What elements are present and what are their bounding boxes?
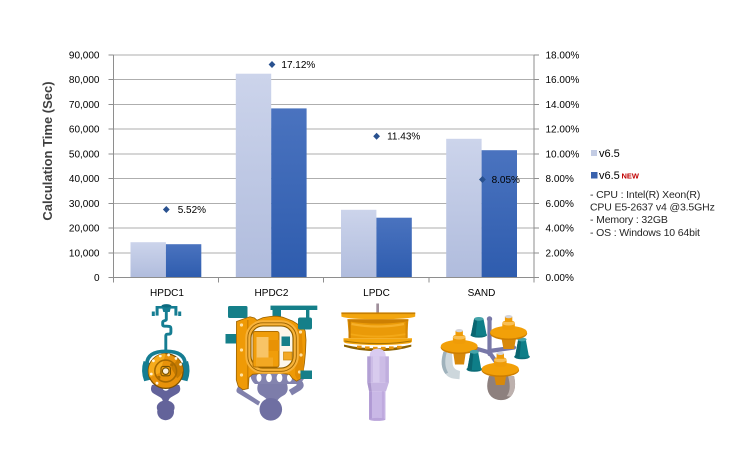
svg-text:5.52%: 5.52%: [178, 205, 206, 216]
svg-text:SAND: SAND: [468, 288, 496, 299]
svg-text:10.00%: 10.00%: [546, 150, 580, 161]
svg-text:0: 0: [94, 273, 100, 284]
svg-text:30,000: 30,000: [69, 199, 100, 210]
svg-text:60,000: 60,000: [69, 125, 100, 136]
svg-text:16.00%: 16.00%: [546, 75, 580, 86]
svg-text:70,000: 70,000: [69, 100, 100, 111]
svg-text:50,000: 50,000: [69, 150, 100, 161]
svg-text:CPU E5-2637 v4 @3.5GHz: CPU E5-2637 v4 @3.5GHz: [590, 202, 715, 214]
svg-text:v6.5: v6.5: [599, 170, 620, 182]
svg-text:4.00%: 4.00%: [546, 224, 574, 235]
svg-text:80,000: 80,000: [69, 75, 100, 86]
svg-text:0.00%: 0.00%: [546, 273, 574, 284]
svg-text:8.00%: 8.00%: [546, 174, 574, 185]
svg-text:- CPU : Intel(R) Xeon(R): - CPU : Intel(R) Xeon(R): [590, 189, 700, 201]
svg-text:14.00%: 14.00%: [546, 100, 580, 111]
svg-text:NEW: NEW: [622, 171, 640, 180]
svg-text:- Memory : 32GB: - Memory : 32GB: [590, 214, 668, 226]
svg-text:LPDC: LPDC: [363, 288, 390, 299]
svg-text:18.00%: 18.00%: [546, 51, 580, 62]
svg-text:Calculation Time (Sec): Calculation Time (Sec): [40, 81, 55, 220]
svg-text:v6.5: v6.5: [599, 148, 620, 160]
svg-text:90,000: 90,000: [69, 51, 100, 62]
svg-text:17.12%: 17.12%: [281, 60, 315, 71]
svg-text:HPDC2: HPDC2: [255, 288, 289, 299]
svg-text:40,000: 40,000: [69, 174, 100, 185]
svg-text:20,000: 20,000: [69, 224, 100, 235]
svg-text:12.00%: 12.00%: [546, 125, 580, 136]
svg-text:10,000: 10,000: [69, 249, 100, 260]
svg-text:8.05%: 8.05%: [492, 175, 520, 186]
svg-text:6.00%: 6.00%: [546, 199, 574, 210]
svg-text:11.43%: 11.43%: [387, 132, 420, 143]
svg-text:HPDC1: HPDC1: [150, 288, 184, 299]
svg-text:2.00%: 2.00%: [546, 249, 574, 260]
svg-text:- OS : Windows 10 64bit: - OS : Windows 10 64bit: [590, 227, 700, 239]
